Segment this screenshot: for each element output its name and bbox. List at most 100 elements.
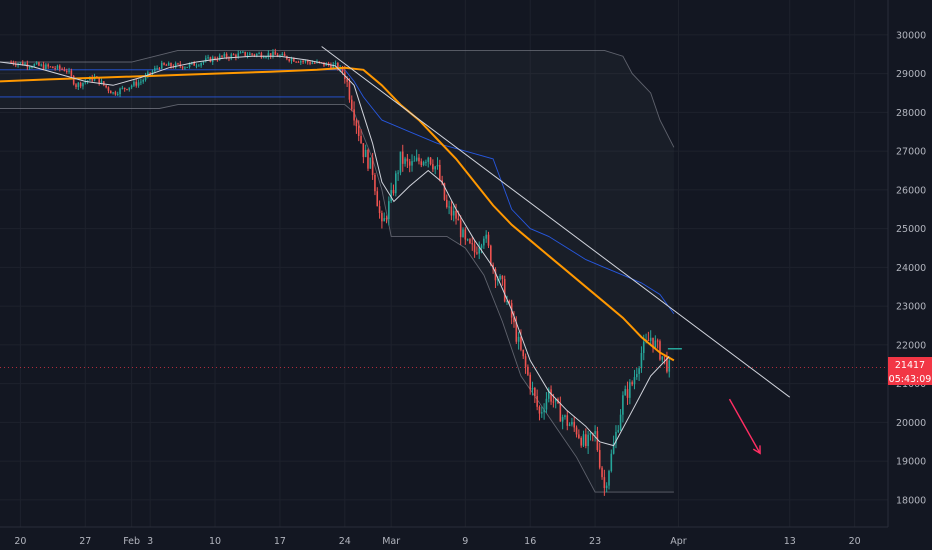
candle-body [385, 218, 388, 220]
candle-body [225, 53, 228, 58]
time-tick-label: 17 [274, 536, 286, 547]
candle-body [469, 239, 471, 244]
candle-body [538, 406, 541, 414]
time-tick-label: 16 [524, 536, 536, 547]
candle-body [223, 53, 226, 57]
candle-body [112, 92, 114, 94]
annotations [0, 46, 888, 455]
candle-body [520, 336, 522, 350]
candle-body [374, 174, 376, 192]
candle-body [184, 67, 186, 69]
candle-body [408, 161, 411, 166]
candle-body [471, 243, 474, 245]
price-tick-label: 28000 [896, 108, 926, 119]
candle-body [543, 409, 545, 413]
price-tick-label: 29000 [896, 69, 926, 80]
candle-body [554, 398, 557, 402]
candle-body [68, 70, 70, 72]
candle-body [485, 234, 487, 239]
candle-body [337, 62, 339, 70]
candle-body [531, 387, 534, 390]
price-axis[interactable]: 1800019000200002100022000230002400025000… [896, 30, 926, 506]
candle-body [596, 431, 599, 451]
candle-body [188, 63, 191, 67]
candle-body [306, 60, 309, 63]
candle-body [362, 143, 365, 158]
candle-body [478, 248, 481, 254]
candle-body [218, 55, 221, 60]
candle-body [237, 53, 240, 58]
candle-body [56, 65, 59, 69]
candle-body [311, 62, 314, 64]
candle-body [239, 52, 242, 54]
candle-body [547, 389, 550, 399]
candle-body [244, 51, 246, 56]
price-badge [888, 357, 932, 372]
candle-body [230, 54, 233, 59]
candle-body [163, 62, 165, 65]
candle-body [262, 57, 265, 59]
candle-body [399, 151, 402, 173]
candle-body [619, 414, 622, 431]
price-tick-label: 30000 [896, 30, 926, 41]
candle-body [550, 389, 552, 402]
candle-body [603, 477, 606, 489]
time-axis[interactable]: 20 27 Feb 3 10 17 24 Mar 9 16 23 Apr 13 20 [14, 536, 860, 547]
candle-body [142, 79, 145, 82]
candle-body [429, 157, 432, 165]
candle-body [258, 53, 260, 55]
candle-body [473, 244, 476, 253]
candle-body [341, 67, 344, 73]
candle-body [666, 357, 668, 372]
candle-body [462, 229, 464, 238]
candle-body [476, 252, 478, 254]
band-outer-upper [0, 49, 675, 148]
candle-body [501, 275, 504, 280]
candle-body [10, 62, 12, 63]
candle-body [79, 82, 82, 87]
candle-body [156, 68, 158, 70]
candle-body [626, 389, 629, 398]
candle-body [116, 94, 119, 96]
candle-body [636, 373, 638, 378]
candle-body [422, 162, 425, 166]
candle-body [167, 63, 170, 66]
candle-body [494, 269, 497, 281]
candle-body [202, 61, 205, 63]
candle-body [445, 199, 448, 208]
candle-body [174, 63, 177, 68]
candle-body [216, 59, 219, 61]
ma-slow-line [0, 66, 675, 362]
candle-body [235, 54, 237, 58]
candle-body [54, 68, 56, 70]
candle-body [14, 63, 17, 66]
candle-body [295, 61, 297, 63]
price-tick-label: 18000 [896, 495, 926, 506]
candle-body [313, 62, 316, 64]
candle-body [269, 53, 272, 57]
candle-body [515, 322, 518, 342]
candle-body [65, 71, 68, 73]
price-badges: 21417 05:43:09 [888, 357, 932, 385]
time-tick-label: 10 [209, 536, 221, 547]
time-tick-label: Apr [670, 536, 687, 547]
candle-body [133, 81, 135, 86]
candle-body [413, 160, 416, 162]
candle-body [642, 341, 645, 353]
price-tick-label: 22000 [896, 340, 926, 351]
price-tick-label: 24000 [896, 263, 926, 274]
candle-body [457, 218, 460, 221]
candle-body [513, 317, 515, 323]
candle-body [52, 66, 54, 69]
candle-body [82, 82, 84, 87]
candle-body [427, 157, 430, 162]
candle-body [536, 396, 538, 407]
candle-body [654, 340, 657, 348]
candle-body [40, 64, 43, 66]
candle-body [617, 430, 620, 432]
candle-body [466, 239, 469, 241]
candle-body [663, 356, 666, 358]
candle-body [100, 81, 103, 84]
candle-body [411, 161, 413, 166]
